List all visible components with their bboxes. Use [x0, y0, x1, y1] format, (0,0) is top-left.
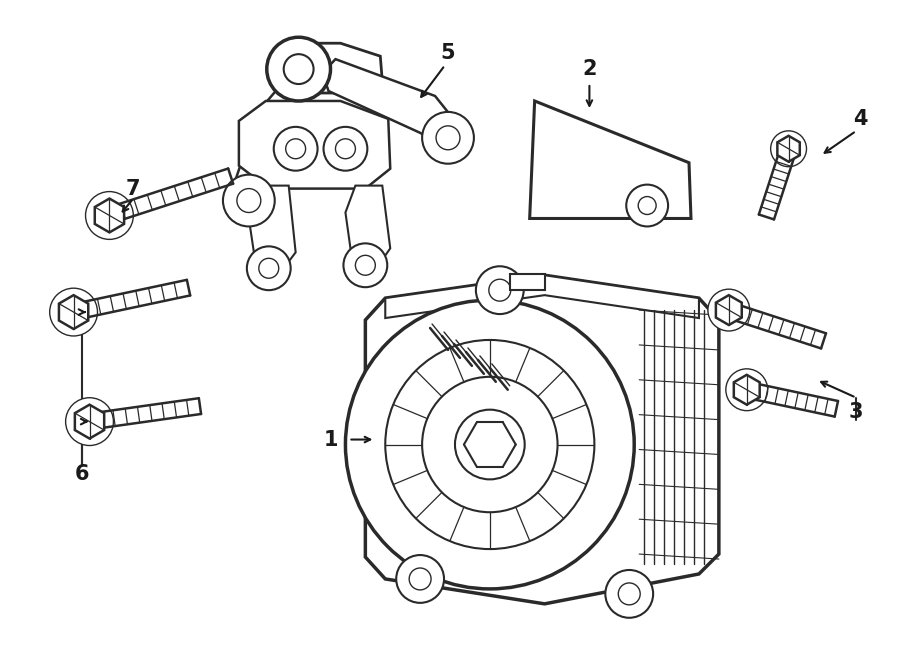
Circle shape	[66, 398, 113, 446]
Polygon shape	[94, 198, 124, 233]
Circle shape	[725, 369, 768, 410]
Polygon shape	[238, 101, 391, 188]
Circle shape	[638, 196, 656, 214]
Circle shape	[618, 583, 640, 605]
Polygon shape	[322, 59, 455, 149]
Polygon shape	[734, 375, 760, 405]
Circle shape	[266, 37, 330, 101]
Polygon shape	[365, 275, 719, 604]
Circle shape	[284, 54, 313, 84]
Polygon shape	[385, 275, 699, 318]
Circle shape	[476, 266, 524, 314]
Text: 3: 3	[849, 402, 863, 422]
Circle shape	[247, 247, 291, 290]
Polygon shape	[75, 405, 104, 438]
Circle shape	[422, 377, 557, 512]
Circle shape	[356, 255, 375, 275]
Polygon shape	[58, 295, 88, 329]
Polygon shape	[716, 295, 742, 325]
Circle shape	[770, 131, 806, 167]
Polygon shape	[236, 91, 301, 202]
Circle shape	[436, 126, 460, 150]
Circle shape	[50, 288, 97, 336]
Circle shape	[606, 570, 653, 618]
Circle shape	[274, 127, 318, 171]
Circle shape	[86, 192, 133, 239]
Text: 5: 5	[441, 43, 455, 63]
Circle shape	[237, 188, 261, 212]
Polygon shape	[778, 136, 800, 162]
Text: 6: 6	[75, 465, 89, 485]
Text: 1: 1	[323, 430, 338, 449]
Polygon shape	[530, 101, 691, 219]
Circle shape	[385, 340, 594, 549]
Circle shape	[626, 184, 668, 227]
Circle shape	[344, 243, 387, 287]
Circle shape	[422, 112, 474, 164]
Polygon shape	[248, 186, 296, 272]
Text: 4: 4	[853, 109, 868, 129]
Circle shape	[396, 555, 444, 603]
Circle shape	[455, 410, 525, 479]
Circle shape	[708, 289, 750, 331]
Circle shape	[410, 568, 431, 590]
Circle shape	[285, 139, 306, 159]
Circle shape	[323, 127, 367, 171]
Polygon shape	[346, 186, 391, 268]
Circle shape	[346, 300, 634, 589]
Circle shape	[489, 279, 510, 301]
Text: 2: 2	[582, 59, 597, 79]
Polygon shape	[509, 274, 544, 290]
Circle shape	[336, 139, 356, 159]
Text: 7: 7	[126, 178, 140, 198]
Circle shape	[259, 258, 279, 278]
Circle shape	[223, 175, 274, 227]
Polygon shape	[299, 43, 382, 93]
